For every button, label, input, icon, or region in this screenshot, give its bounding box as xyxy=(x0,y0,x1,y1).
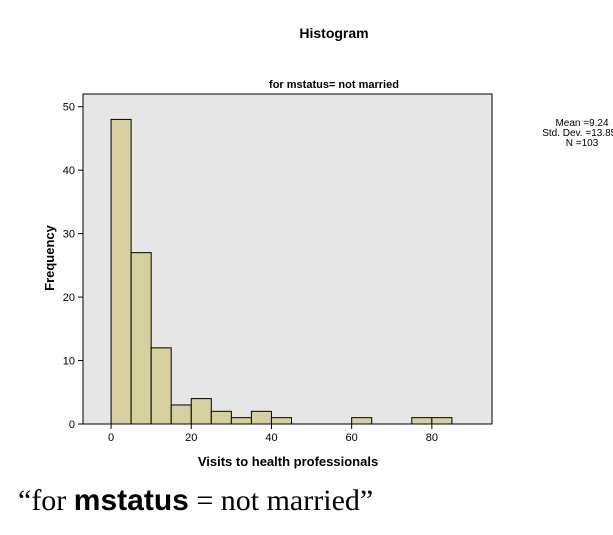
histogram-bar-7 xyxy=(250,410,272,425)
histogram-chart: Histogram for mstatus= not married 0 10 20… xyxy=(42,25,613,469)
x-tick-label: 40 xyxy=(265,432,277,444)
y-tick-label: 0 xyxy=(69,419,75,431)
histogram-bar-3 xyxy=(170,404,192,425)
x-axis-label: Visits to health professionals xyxy=(198,454,378,469)
y-axis: 0 10 20 30 40 50 xyxy=(63,102,83,431)
histogram-bar-11 xyxy=(431,417,453,425)
y-tick-label: 10 xyxy=(63,356,75,368)
x-tick-label: 0 xyxy=(108,432,114,444)
histogram-bar-10 xyxy=(411,417,433,425)
x-axis: 0 20 40 60 80 xyxy=(108,424,438,444)
histogram-bar-9 xyxy=(351,417,373,425)
stats-std-dev: Std. Dev. =13.852 xyxy=(542,128,613,139)
x-tick-label: 60 xyxy=(346,432,358,444)
histogram-bar-1 xyxy=(130,252,152,425)
histogram-bar-0 xyxy=(110,118,132,425)
y-tick-label: 20 xyxy=(63,292,75,304)
histogram-bar-6 xyxy=(230,417,252,425)
stats-n: N =103 xyxy=(566,138,599,149)
histogram-bar-2 xyxy=(150,347,172,425)
caption-suffix: = not married” xyxy=(188,484,374,517)
stats-mean: Mean =9.24 xyxy=(555,118,609,129)
y-tick-label: 40 xyxy=(63,165,75,177)
y-tick-label: 30 xyxy=(63,229,75,241)
y-axis-label: Frequency xyxy=(42,224,57,291)
chart-title: Histogram xyxy=(299,25,368,41)
caption-prefix: “for xyxy=(18,484,74,517)
histogram-bar-8 xyxy=(270,417,293,425)
y-tick-label: 50 xyxy=(63,102,75,114)
x-tick-label: 20 xyxy=(185,432,197,444)
chart-subtitle: for mstatus= not married xyxy=(269,79,399,91)
caption-variable: mstatus xyxy=(73,484,189,517)
histogram-bar-5 xyxy=(210,410,232,425)
caption: “for mstatus = not married” xyxy=(18,484,373,518)
x-tick-label: 80 xyxy=(426,432,438,444)
histogram-bar-4 xyxy=(190,398,212,425)
bars-group xyxy=(110,118,453,425)
